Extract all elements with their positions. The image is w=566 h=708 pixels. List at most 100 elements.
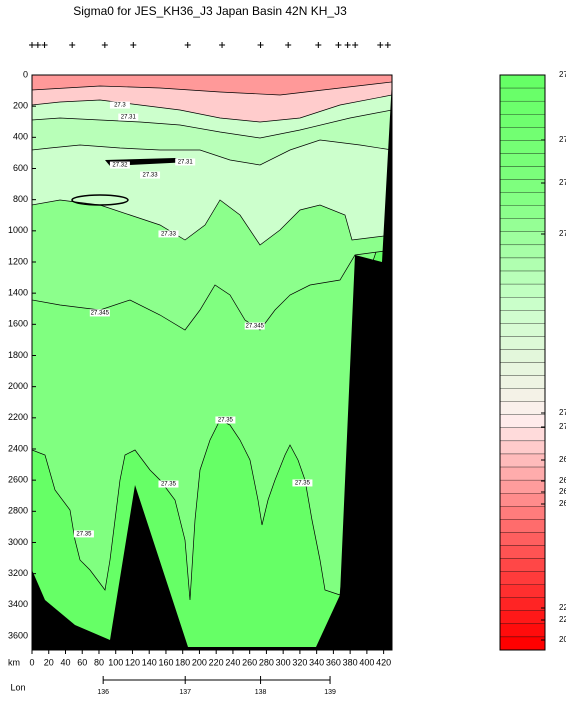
- colorbar-band: [499, 140, 546, 154]
- contour-label: 27.35: [76, 531, 92, 537]
- colorbar-band: [499, 297, 546, 311]
- lon-tick-label: 137: [179, 689, 191, 696]
- colorbar-band: [499, 323, 546, 337]
- colorbar-band: [499, 362, 546, 376]
- station-marker: [352, 42, 359, 48]
- colorbar-band: [499, 283, 546, 298]
- station-marker: [29, 42, 35, 48]
- colorbar-label: 22.000: [559, 615, 566, 624]
- colorbar-band: [499, 584, 546, 598]
- colorbar-band: [499, 153, 546, 167]
- colorbar-label: 27.200: [559, 422, 566, 431]
- contour-label: 27.345: [91, 311, 110, 317]
- y-tick-label: 1800: [8, 350, 28, 360]
- y-tick-label: 2600: [8, 475, 28, 485]
- lon-tick-label: 139: [324, 689, 336, 696]
- colorbar-band: [499, 74, 546, 89]
- colorbar-band: [499, 427, 546, 442]
- colorbar-band: [499, 257, 546, 272]
- station-marker: [377, 42, 384, 48]
- colorbar-band: [499, 192, 546, 206]
- station-marker: [34, 42, 41, 48]
- colorbar-band: [499, 87, 546, 102]
- colorbar-label: 22.500: [559, 603, 566, 612]
- x-tick-label: 260: [242, 657, 257, 667]
- contour-label-bg: [140, 171, 161, 179]
- contour-label: 27.31: [121, 115, 137, 121]
- contour-label-bg: [109, 161, 130, 169]
- y-tick-label: 200: [13, 101, 28, 111]
- y-tick-label: 0: [23, 69, 28, 79]
- x-tick-label: 120: [125, 657, 140, 667]
- colorbar-label: 26.000: [559, 499, 566, 508]
- contour-label: 27.33: [143, 173, 159, 179]
- lon-axis-label: Lon: [10, 682, 25, 692]
- colorbar-band: [499, 532, 546, 546]
- contour-label-bg: [109, 101, 130, 109]
- contour-label-bg: [158, 230, 179, 238]
- colorbar-band: [499, 336, 546, 350]
- station-marker: [335, 42, 342, 48]
- contour-label-bg: [89, 309, 110, 317]
- colorbar-band: [499, 179, 546, 193]
- lon-tick-label: 138: [255, 689, 267, 696]
- y-tick-label: 800: [13, 194, 28, 204]
- contour-label-bg: [215, 416, 236, 424]
- x-tick-label: 300: [276, 657, 291, 667]
- colorbar-band: [499, 571, 546, 585]
- station-marker: [257, 42, 264, 48]
- colorbar-band: [499, 231, 546, 246]
- x-tick-label: 200: [192, 657, 207, 667]
- contour-label-bg: [73, 530, 94, 538]
- contour-label-bg: [118, 113, 139, 121]
- colorbar-band: [499, 127, 546, 141]
- colorbar-band: [499, 270, 546, 285]
- contour-cluster: [71, 194, 129, 206]
- lon-tick-label: 136: [97, 689, 109, 696]
- y-tick-label: 2400: [8, 443, 28, 453]
- colorbar-band: [499, 453, 546, 468]
- colorbar-band: [499, 100, 546, 115]
- colorbar-band: [499, 479, 546, 494]
- x-tick-label: 60: [77, 657, 87, 667]
- colorbar-label: 27.250: [559, 408, 566, 417]
- y-tick-label: 600: [13, 163, 28, 173]
- x-tick-label: 320: [292, 657, 307, 667]
- x-tick-label: 220: [209, 657, 224, 667]
- colorbar-label: 26.200: [559, 487, 566, 496]
- x-axis-label: km: [8, 657, 20, 667]
- x-tick-label: 40: [60, 657, 70, 667]
- station-marker: [41, 42, 48, 48]
- colorbar-band: [499, 166, 546, 180]
- colorbar-frame: [499, 74, 546, 651]
- colorbar-band: [499, 519, 546, 533]
- x-tick-label: 100: [108, 657, 123, 667]
- chart-title: Sigma0 for JES_KH36_J3 Japan Basin 42N K…: [73, 4, 347, 18]
- colorbar-label: 27.950: [559, 70, 566, 79]
- station-marker: [285, 42, 292, 48]
- y-tick-label: 1600: [8, 319, 28, 329]
- station-marker: [101, 42, 108, 48]
- contour-label: 27.3: [114, 103, 126, 109]
- plot-frame: [31, 74, 393, 651]
- y-tick-label: 1200: [8, 256, 28, 266]
- contour-label-bg: [175, 158, 196, 166]
- x-tick-label: 20: [44, 657, 54, 667]
- colorbar-band: [499, 349, 546, 363]
- colorbar-label: 27.850: [559, 135, 566, 144]
- x-tick-label: 140: [142, 657, 157, 667]
- x-tick-label: 160: [158, 657, 173, 667]
- x-tick-label: 340: [309, 657, 324, 667]
- section-fill: [31, 74, 393, 681]
- colorbar-band: [499, 218, 546, 232]
- y-tick-label: 3200: [8, 568, 28, 578]
- y-tick-label: 400: [13, 132, 28, 142]
- x-tick-label: 80: [94, 657, 104, 667]
- colorbar-band: [499, 610, 546, 625]
- colorbar-band: [499, 401, 546, 415]
- y-tick-label: 3600: [8, 630, 28, 640]
- y-tick-label: 1400: [8, 288, 28, 298]
- colorbar-band: [499, 623, 546, 638]
